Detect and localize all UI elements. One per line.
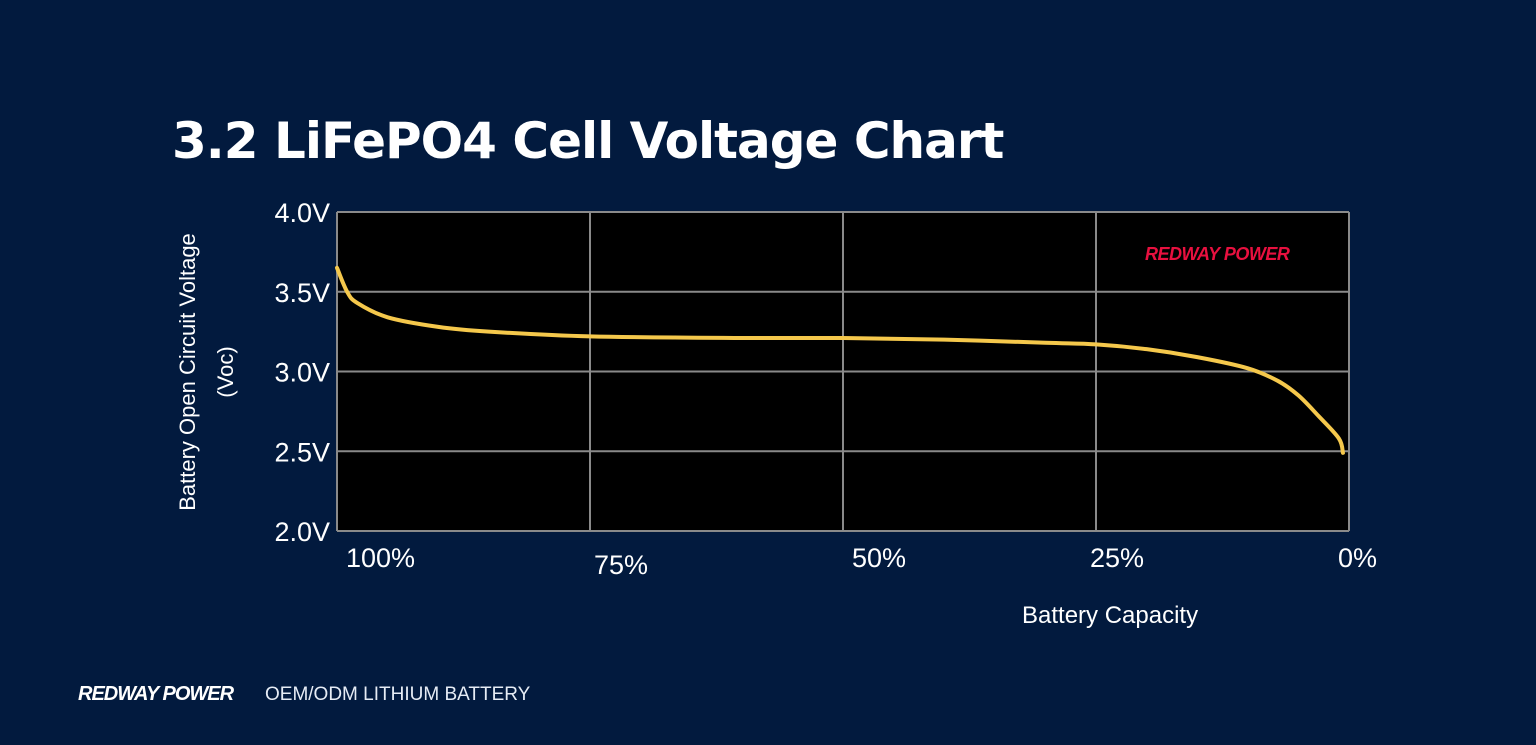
x-tick-label: 50% [852,543,906,573]
series-line [335,265,1345,455]
y-tick-label: 2.0V [274,517,330,547]
y-axis-label: Battery Open Circuit Voltage (Voc) [169,233,245,511]
y-tick-label: 3.5V [274,278,330,308]
y-tick-label: 4.0V [274,198,330,228]
y-tick-label: 3.0V [274,358,330,388]
footer-brand-logo: REDWAY POWER [78,683,234,705]
grid [336,211,1350,532]
x-axis-label: Battery Capacity [1022,602,1199,629]
x-tick-label: 100% [346,543,415,573]
watermark-logo: REDWAY POWER [1145,244,1290,264]
y-tick-labels: 4.0V 3.5V 3.0V 2.5V 2.0V [274,198,330,547]
y-axis-label-line-2: (Voc) [213,346,238,398]
y-tick-label: 2.5V [274,437,330,467]
y-axis-label-line-1: Battery Open Circuit Voltage [175,233,200,511]
x-tick-label: 25% [1090,543,1144,573]
chart-title: 3.2 LiFePO4 Cell Voltage Chart [172,112,1004,170]
x-tick-label: 0% [1338,543,1377,573]
x-tick-label: 75% [594,550,648,580]
footer-tagline: OEM/ODM LITHIUM BATTERY [265,684,531,705]
x-tick-labels: 100% 75% 50% 25% 0% [346,543,1377,580]
